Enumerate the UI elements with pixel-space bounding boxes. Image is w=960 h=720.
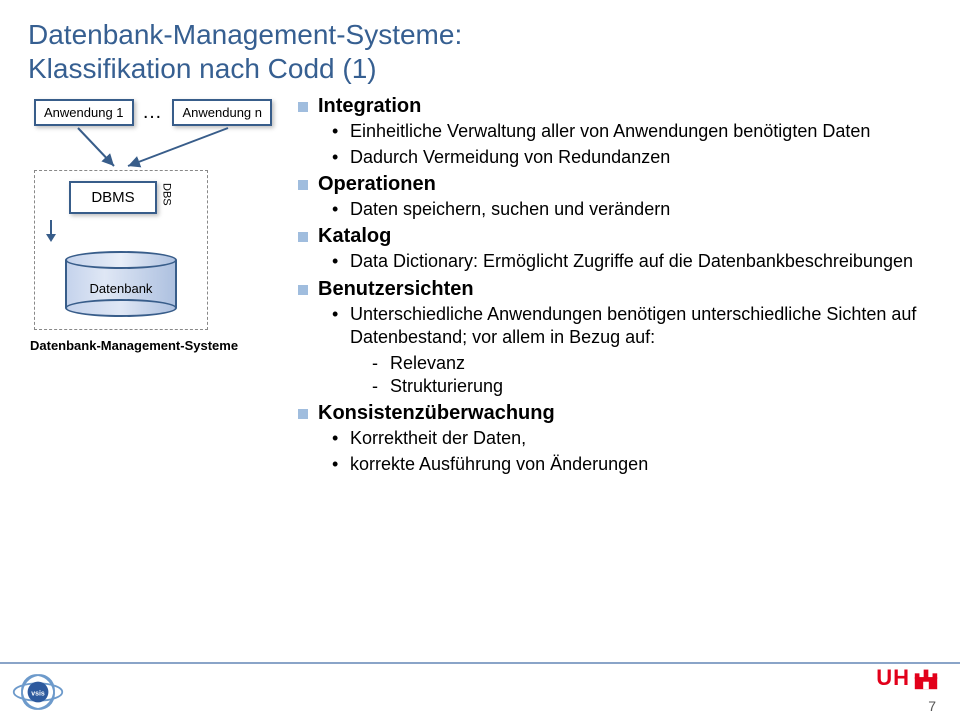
arrows-svg <box>28 126 278 170</box>
bullet-integration: Integration Einheitliche Verwaltung alle… <box>298 95 932 169</box>
page-number: 7 <box>928 698 936 714</box>
bullet-head: Katalog <box>318 225 391 248</box>
bullet-katalog: Katalog Data Dictionary: Ermöglicht Zugr… <box>298 225 932 273</box>
content-row: Anwendung 1 … Anwendung n <box>28 95 932 480</box>
connector-arrows <box>28 126 278 170</box>
down-arrow-icon <box>45 220 57 242</box>
square-bullet-icon <box>298 102 308 112</box>
sub-bullet: Data Dictionary: Ermöglicht Zugriffe auf… <box>332 250 932 273</box>
dbs-vertical-label: DBS <box>161 181 173 206</box>
database-cylinder-icon: Datenbank <box>65 251 177 317</box>
square-bullet-icon <box>298 285 308 295</box>
bullet-list: Integration Einheitliche Verwaltung alle… <box>298 95 932 476</box>
dbms-box: DBMS <box>69 181 156 214</box>
app-box-n: Anwendung n <box>172 99 272 126</box>
sub-bullet: Unterschiedliche Anwendungen benötigen u… <box>332 303 932 399</box>
bullet-head: Operationen <box>318 173 436 196</box>
app-box-1: Anwendung 1 <box>34 99 134 126</box>
bullet-head: Integration <box>318 95 421 118</box>
bullet-head: Benutzersichten <box>318 278 474 301</box>
uhh-text: UH <box>876 665 910 691</box>
sub-bullet: Daten speichern, suchen und verändern <box>332 198 932 221</box>
subsub-bullet: Relevanz <box>372 352 932 375</box>
bullet-konsistenz: Konsistenzüberwachung Korrektheit der Da… <box>298 402 932 476</box>
bullet-head: Konsistenzüberwachung <box>318 402 555 425</box>
bullet-column: Integration Einheitliche Verwaltung alle… <box>298 95 932 480</box>
footer: vsis UH 7 <box>0 656 960 720</box>
slide-title: Datenbank-Management-Systeme: Klassifika… <box>28 18 932 85</box>
square-bullet-icon <box>298 232 308 242</box>
uhh-uh: UH <box>876 665 910 690</box>
bullet-benutzersichten: Benutzersichten Unterschiedliche Anwendu… <box>298 278 932 399</box>
subsub-bullet: Strukturierung <box>372 375 932 398</box>
dbms-diagram: Anwendung 1 … Anwendung n <box>28 99 278 353</box>
sub-bullet-text: Unterschiedliche Anwendungen benötigen u… <box>350 304 916 347</box>
sub-bullet: Korrektheit der Daten, <box>332 427 932 450</box>
diagram-caption: Datenbank-Management-Systeme <box>30 338 278 353</box>
uhh-logo: UH <box>876 664 940 692</box>
vsis-logo-icon: vsis <box>12 670 64 714</box>
sub-bullet: korrekte Ausführung von Änderungen <box>332 453 932 476</box>
title-line-2: Klassifikation nach Codd (1) <box>28 53 377 84</box>
dbms-frame: DBMS DBS Datenbank <box>34 170 208 330</box>
cylinder-label: Datenbank <box>65 281 177 296</box>
hamburg-castle-icon <box>912 664 940 692</box>
title-line-1: Datenbank-Management-Systeme: <box>28 19 462 50</box>
bullet-operationen: Operationen Daten speichern, suchen und … <box>298 173 932 221</box>
svg-text:vsis: vsis <box>31 690 45 697</box>
ellipsis: … <box>136 101 170 124</box>
footer-rule <box>0 662 960 664</box>
application-row: Anwendung 1 … Anwendung n <box>28 99 278 126</box>
square-bullet-icon <box>298 180 308 190</box>
square-bullet-icon <box>298 409 308 419</box>
sub-bullet: Einheitliche Verwaltung aller von Anwend… <box>332 120 932 143</box>
sub-bullet: Dadurch Vermeidung von Redundanzen <box>332 146 932 169</box>
diagram-column: Anwendung 1 … Anwendung n <box>28 95 278 480</box>
